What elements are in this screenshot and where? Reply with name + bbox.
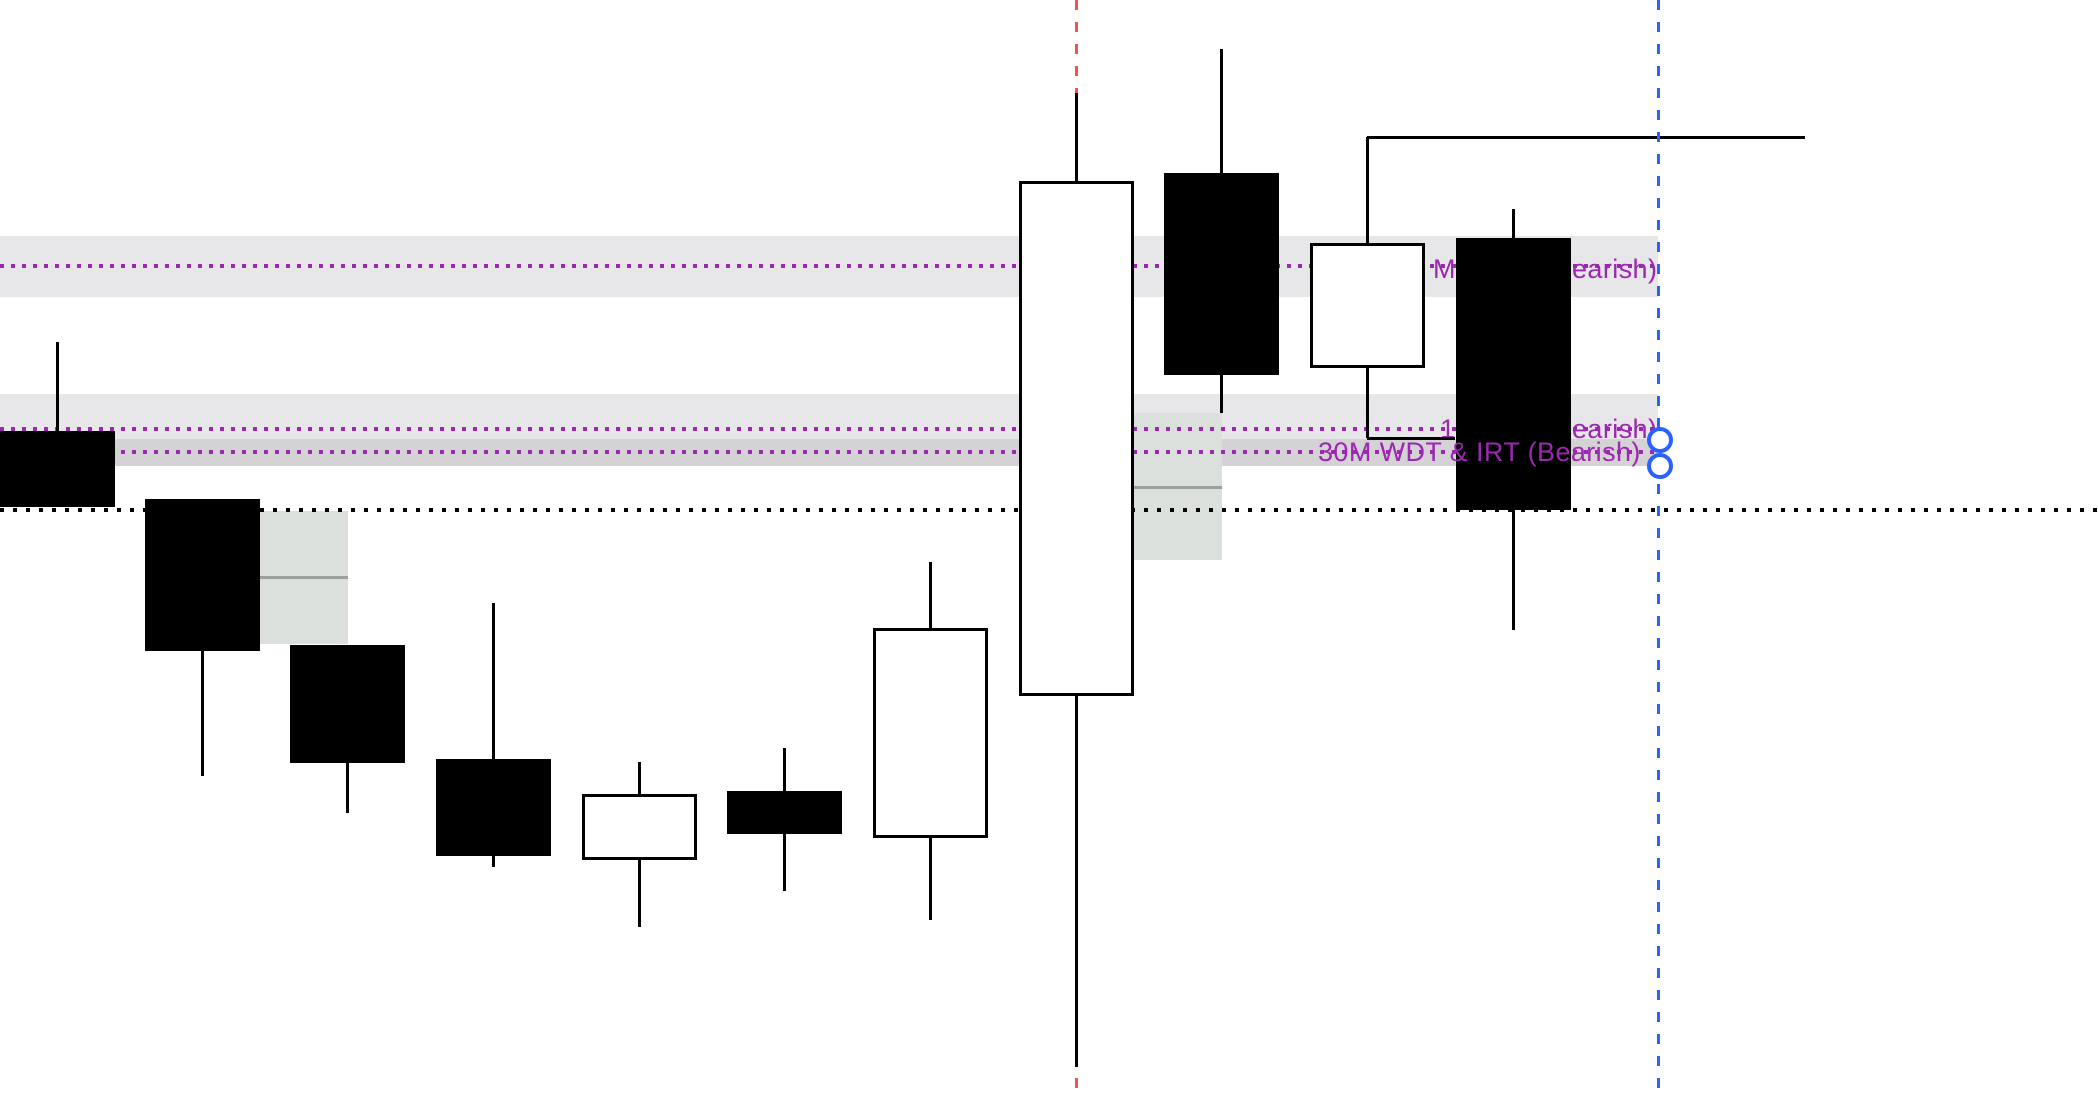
candle-body-down: [1455, 238, 1571, 510]
candle-body-up: [581, 794, 697, 860]
zone-dotted-line: [0, 450, 1658, 454]
candle-wick: [55, 342, 59, 507]
zone-label: earish): [1572, 413, 1658, 444]
fvg-midline: [260, 576, 348, 579]
drawing-handle-circle[interactable]: [1647, 453, 1673, 479]
zone-dotted-line: [0, 264, 1658, 268]
candle-body-up: [1309, 243, 1425, 368]
zone-dotted-line: [0, 427, 1658, 431]
candle-body-down: [1163, 173, 1279, 375]
candle-body-down: [144, 499, 260, 651]
low-line: [1367, 436, 1455, 440]
candle-body-down: [0, 431, 115, 507]
zone-label: 1: [1440, 413, 1456, 444]
high-ray-line: [1367, 135, 1805, 139]
candle-body-down: [726, 791, 842, 834]
drawing-handle-circle[interactable]: [1647, 427, 1673, 453]
blue-dashed-vline: [1656, 0, 1660, 1094]
zone-label: M: [1433, 253, 1456, 284]
candle-body-down: [289, 645, 405, 763]
fvg-midline: [1133, 486, 1222, 489]
zone-label: earish): [1572, 253, 1658, 284]
supply-zone: [0, 394, 1658, 439]
candle-body-up: [872, 628, 988, 838]
candle-body-up: [1018, 181, 1134, 696]
candle-wick: [491, 603, 495, 867]
zone-label: 30M WDT & IRT (Bearish): [1318, 436, 1641, 467]
candle-body-down: [435, 759, 551, 856]
